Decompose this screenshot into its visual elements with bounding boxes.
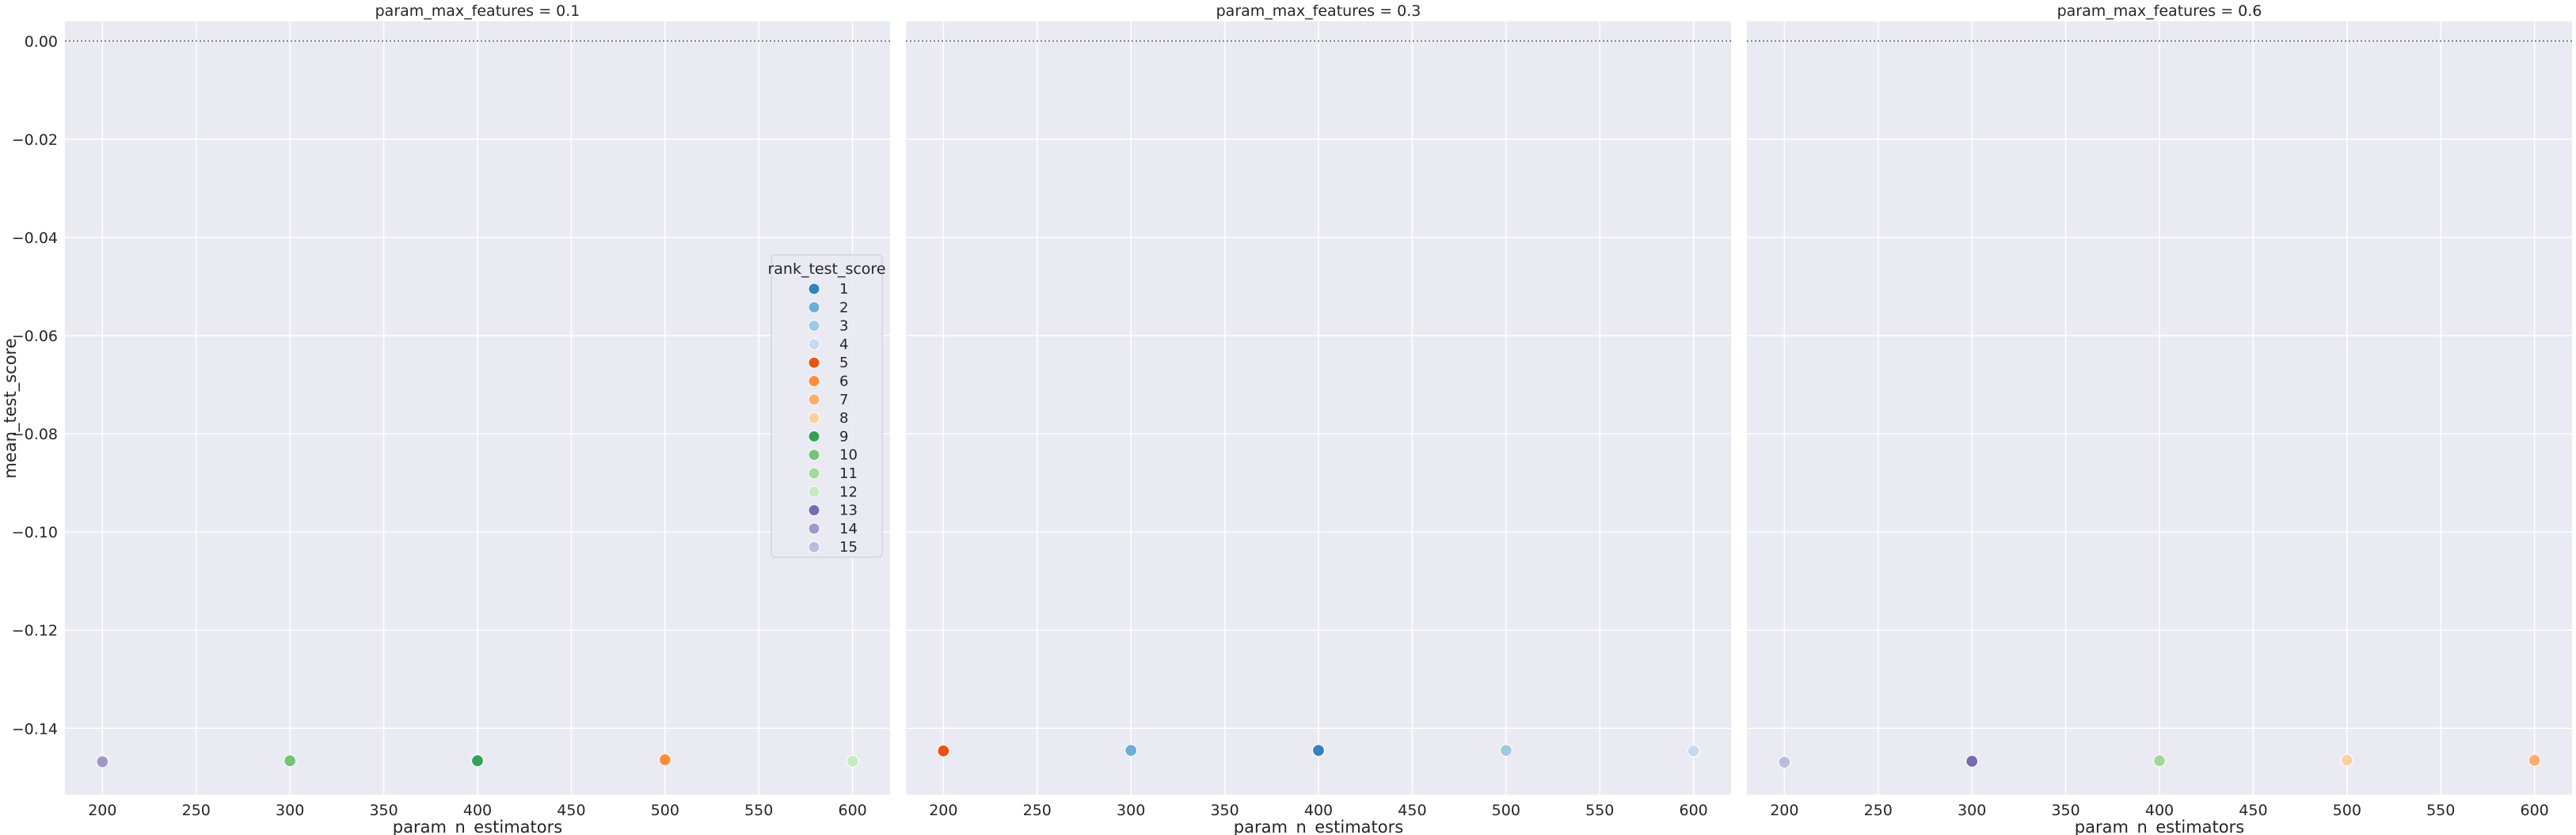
data-point-rank-13 [1965,754,1979,768]
data-point-rank-8 [2340,753,2353,767]
panel-title: param_max_features = 0.3 [1216,2,1421,20]
legend-label-rank-10: 10 [839,447,858,464]
x-tick-label: 400 [463,802,492,819]
legend-marker-rank-11 [808,467,820,480]
legend-label-rank-8: 8 [839,410,848,427]
x-axis-label: param_n_estimators [393,818,562,835]
legend-label-rank-2: 2 [839,299,848,316]
x-tick-label: 300 [1958,802,1986,819]
data-point-rank-2 [1124,744,1138,757]
legend-marker-rank-12 [808,485,820,498]
legend-marker-rank-2 [808,301,820,313]
facet-panel-3: 200 250 300 350 400 450 500 550 600 param_n_estim… [1747,2,2572,835]
data-point-rank-10 [283,754,297,768]
y-tick-label: −0.14 [12,720,58,738]
legend-label-rank-6: 6 [839,374,848,390]
x-tick-label: 550 [2426,802,2455,819]
x-tick-label: 500 [651,802,679,819]
legend-box [771,254,883,558]
x-tick-label: 450 [2239,802,2267,819]
x-tick-label: 600 [1680,802,1708,819]
legend-marker-rank-3 [808,320,820,332]
y-axis-label: mean_test_score [1,338,21,478]
legend-label-rank-11: 11 [839,465,858,482]
legend-marker-rank-6 [808,375,820,387]
x-tick-label: 300 [1117,802,1145,819]
legend-marker-rank-10 [808,449,820,461]
legend-title: rank_test_score [767,260,885,278]
legend-marker-rank-4 [808,338,820,351]
legend-marker-rank-7 [808,393,820,406]
y-tick-label: −0.02 [12,131,58,149]
x-tick-label: 300 [276,802,304,819]
legend-marker-rank-1 [808,283,820,295]
x-tick-label: 600 [2521,802,2549,819]
x-tick-label: 250 [1864,802,1893,819]
data-point-rank-9 [470,754,485,768]
x-tick-label: 450 [557,802,585,819]
legend-marker-rank-14 [808,522,820,535]
x-tick-label: 500 [1492,802,1520,819]
legend-marker-rank-15 [808,541,820,553]
data-point-rank-6 [658,753,672,767]
x-tick-label: 550 [744,802,773,819]
data-point-rank-14 [96,755,109,769]
x-tick-label: 550 [1585,802,1614,819]
y-tick-label: 0.00 [25,33,58,51]
x-tick-label: 350 [369,802,398,819]
legend-label-rank-9: 9 [839,428,848,445]
x-tick-label: 200 [929,802,957,819]
x-tick-label: 350 [2051,802,2079,819]
legend-marker-rank-9 [808,430,820,442]
data-point-rank-11 [2152,754,2167,768]
x-tick-label: 600 [839,802,867,819]
x-tick-label: 400 [1304,802,1333,819]
x-tick-label: 500 [2333,802,2361,819]
facet-panel-2: 200 250 300 350 400 450 500 550 600 param_n_estim… [906,2,1731,835]
data-point-rank-3 [1499,744,1512,757]
legend-label-rank-7: 7 [839,392,848,408]
x-tick-label: 250 [1023,802,1052,819]
data-point-rank-5 [937,744,950,757]
data-point-rank-15 [1778,755,1791,769]
x-tick-label: 350 [1210,802,1239,819]
y-tick-label: −0.12 [12,622,58,640]
legend-marker-rank-5 [808,356,820,369]
panels-group: 200 250 300 350 400 450 500 550 600 0.00 −0.02 −0.0… [12,2,2572,835]
legend-label-rank-4: 4 [839,336,848,353]
data-point-rank-1 [1311,744,1326,757]
legend-marker-rank-13 [808,504,820,517]
x-tick-label: 250 [182,802,211,819]
legend-label-rank-12: 12 [839,484,858,500]
facet-panel-1: 200 250 300 350 400 450 500 550 600 0.00 −0.02 −0.0… [12,2,890,835]
legend-marker-rank-8 [808,412,820,424]
y-tick-label: −0.04 [12,230,58,247]
y-tick-label: −0.06 [12,328,58,345]
data-point-rank-12 [846,754,859,768]
legend-label-rank-14: 14 [839,521,858,537]
panel-title: param_max_features = 0.1 [375,2,580,20]
legend-label-rank-5: 5 [839,355,848,371]
y-tick-label: −0.10 [12,524,58,541]
legend-label-rank-15: 15 [839,539,858,556]
x-tick-label: 450 [1398,802,1426,819]
legend-label-rank-1: 1 [839,281,848,298]
legend-label-rank-13: 13 [839,503,858,519]
x-tick-label: 400 [2145,802,2174,819]
x-tick-label: 200 [88,802,116,819]
data-point-rank-4 [1687,744,1700,757]
legend-label-rank-3: 3 [839,318,848,335]
data-point-rank-7 [2528,753,2541,767]
x-axis-label: param_n_estimators [2075,818,2244,835]
x-axis-label: param_n_estimators [1234,818,1403,835]
y-tick-label: −0.08 [12,426,58,443]
panel-title: param_max_features = 0.6 [2057,2,2262,20]
x-tick-label: 200 [1770,802,1798,819]
